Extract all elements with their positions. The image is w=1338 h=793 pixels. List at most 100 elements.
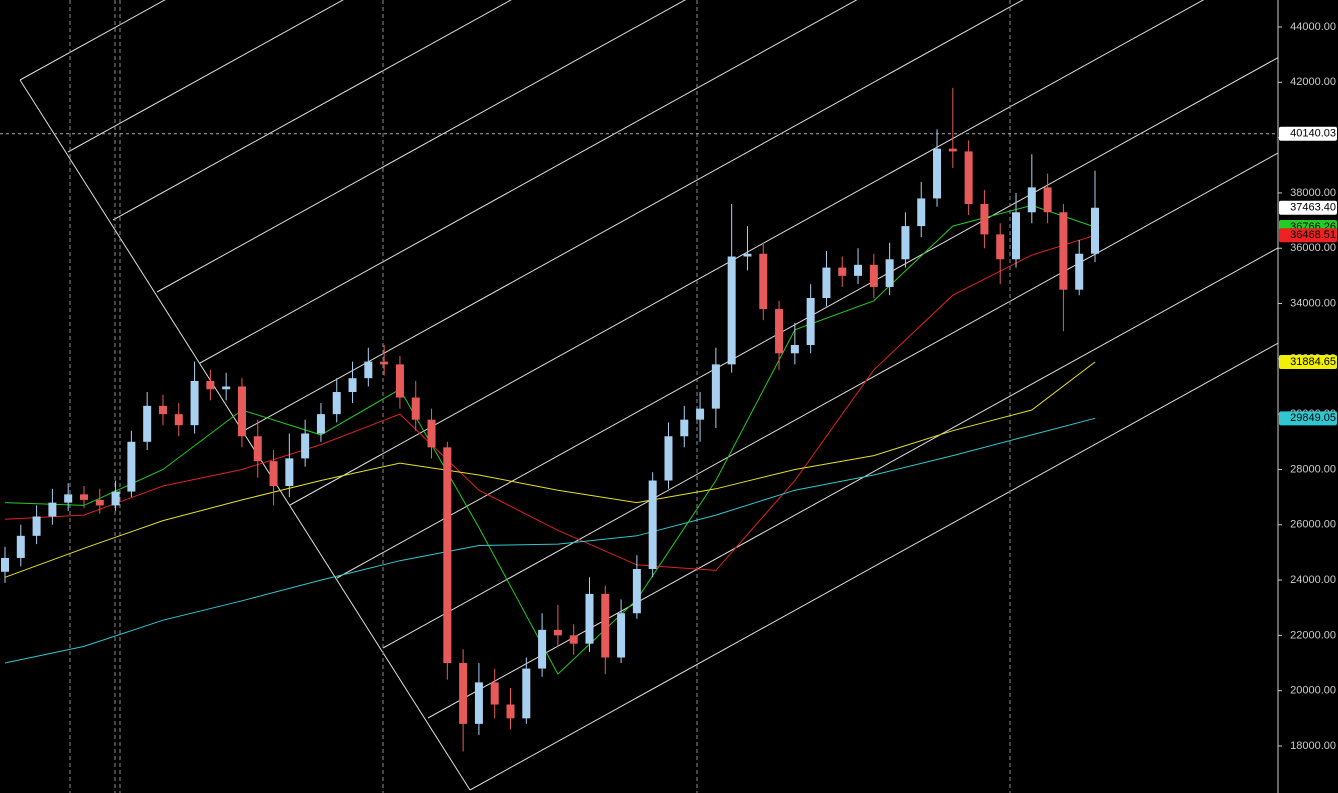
candle-body: [1059, 212, 1068, 290]
candle-body: [490, 682, 499, 705]
price-label: 40140.03: [1290, 128, 1336, 140]
y-tick-label: 36000.00: [1290, 242, 1336, 254]
candle-body: [1, 557, 9, 572]
candle-body: [64, 494, 73, 503]
candle-body: [332, 392, 341, 415]
candle-body: [395, 364, 404, 398]
candle-body: [364, 361, 373, 379]
candle-body: [1091, 207, 1099, 254]
candle-body: [158, 405, 167, 415]
y-tick-label: 22000.00: [1290, 629, 1336, 641]
candle-body: [1075, 253, 1084, 290]
channel-line: [427, 247, 1279, 719]
candle-body: [506, 704, 515, 719]
moving-average: [4, 204, 1096, 675]
candle-body: [1043, 187, 1052, 213]
moving-average: [4, 361, 1096, 578]
channel-line: [156, 0, 687, 293]
y-tick-label: 20000.00: [1290, 685, 1336, 697]
candle-body: [348, 378, 357, 393]
candle-body: [316, 414, 325, 434]
candle-body: [111, 491, 120, 506]
y-tick-label: 34000.00: [1290, 297, 1336, 309]
channel-line: [382, 152, 1279, 649]
candle-body: [411, 397, 420, 420]
candle-body: [948, 148, 957, 152]
candle-body: [269, 461, 278, 487]
candle-body: [917, 198, 926, 227]
y-tick-label: 44000.00: [1290, 21, 1336, 33]
candle-body: [617, 613, 626, 658]
candle-body: [996, 234, 1005, 260]
candle-body: [222, 386, 231, 390]
candle-body: [569, 635, 578, 644]
candle-body: [680, 419, 689, 437]
candle-body: [759, 253, 768, 310]
candle-body: [443, 447, 452, 664]
candle-body: [553, 629, 562, 636]
y-tick-label: 24000.00: [1290, 574, 1336, 586]
channel-line: [244, 0, 1024, 431]
candle-body: [95, 499, 104, 506]
price-label: 31884.65: [1290, 356, 1336, 368]
candle-body: [285, 458, 294, 487]
price-label-box: [1279, 200, 1337, 215]
candle-body: [664, 436, 673, 481]
candle-body: [806, 297, 815, 346]
candle-body: [301, 433, 310, 459]
moving-average: [4, 417, 1096, 664]
candle-body: [601, 593, 610, 658]
candle-body: [538, 629, 547, 669]
candle-body: [380, 361, 389, 365]
price-label: 37463.40: [1290, 202, 1336, 214]
price-label-box: [1279, 126, 1337, 141]
candle-body: [522, 668, 531, 719]
candle-body: [48, 502, 57, 517]
channel-line: [469, 342, 1279, 791]
y-tick-label: 18000.00: [1290, 740, 1336, 752]
candle-body: [474, 682, 483, 724]
price-label-box: [1279, 355, 1337, 370]
candle-body: [980, 203, 989, 235]
candle-body: [869, 264, 878, 287]
candle-body: [127, 441, 136, 492]
candle-body: [459, 663, 468, 724]
drawing-tools: [19, 0, 1279, 791]
y-tick-label: 42000.00: [1290, 76, 1336, 88]
candle-body: [253, 436, 262, 462]
candle-body: [16, 535, 25, 558]
candle-body: [901, 226, 910, 260]
candle-body: [964, 151, 973, 204]
candle-body: [743, 253, 752, 257]
candle-body: [237, 386, 246, 437]
candle-body: [32, 516, 41, 536]
candle-body: [822, 267, 831, 298]
channel-line: [67, 0, 344, 153]
candle-body: [885, 259, 894, 287]
candle-body: [1027, 187, 1036, 213]
candle-body: [427, 419, 436, 448]
candle-body: [775, 309, 784, 354]
candle-body: [696, 408, 705, 420]
candle-body: [190, 380, 199, 426]
y-tick-label: 28000.00: [1290, 463, 1336, 475]
candle-body: [632, 569, 641, 614]
price-label: 36468.51: [1290, 229, 1336, 241]
candle-body: [174, 414, 183, 426]
candle-body: [727, 256, 736, 365]
candle-body: [1012, 212, 1021, 260]
channel-line: [112, 0, 512, 221]
price-label-box: [1279, 228, 1337, 243]
channel-line: [199, 0, 858, 364]
candle-body: [143, 405, 152, 442]
candle-body: [79, 494, 88, 500]
candle-body: [854, 264, 863, 276]
price-label-box: [1279, 411, 1337, 426]
moving-average: [4, 234, 1096, 571]
channel-line: [289, 0, 1205, 506]
candle-body: [838, 267, 847, 276]
candle-body: [585, 593, 594, 644]
candle-body: [648, 480, 657, 570]
